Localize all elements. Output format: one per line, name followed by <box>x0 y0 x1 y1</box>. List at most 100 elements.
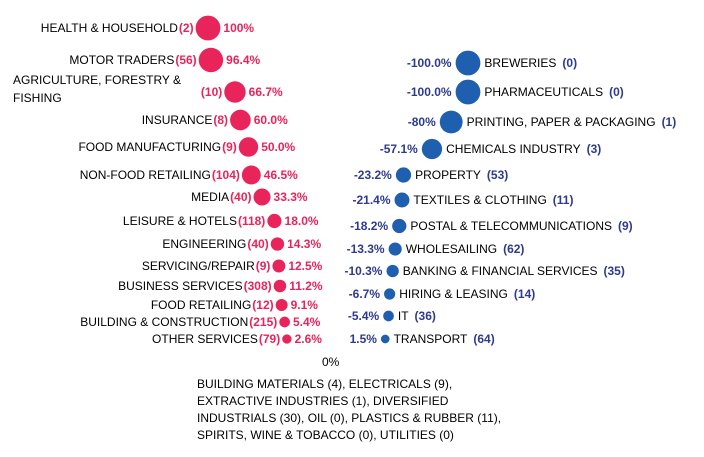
negative-category-label: PRINTING, PAPER & PACKAGING <box>467 115 656 129</box>
negative-bubble <box>384 288 396 300</box>
negative-value-label: -23.2% <box>354 168 392 182</box>
negative-count-label: (36) <box>415 309 436 323</box>
positive-value-label: 11.2% <box>289 279 323 293</box>
negative-value-label: -5.4% <box>348 309 380 323</box>
zero-group-line: SPIRITS, WINE & TOBACCO (0), UTILITIES (… <box>197 428 454 442</box>
positive-category-label: NON-FOOD RETAILING <box>80 168 211 182</box>
positive-bubble <box>282 334 292 344</box>
negative-category-label: BREWERIES <box>484 56 556 70</box>
negative-count-label: (64) <box>473 332 494 346</box>
negative-value-label: -10.3% <box>344 264 382 278</box>
negative-value-label: -6.7% <box>349 287 381 301</box>
positive-value-label: 50.0% <box>261 140 295 154</box>
negative-value-label: -18.2% <box>350 219 388 233</box>
positive-count-label: (2) <box>179 21 194 35</box>
positive-count-label: (308) <box>244 279 272 293</box>
negative-bubble <box>394 192 410 208</box>
positive-bubble <box>224 81 246 103</box>
positive-bubble <box>198 47 224 73</box>
negative-bubble <box>455 50 481 76</box>
positive-count-label: (9) <box>222 140 237 154</box>
positive-bubble <box>267 213 282 229</box>
negative-bubble <box>455 79 481 105</box>
negative-bubble <box>380 334 390 344</box>
negative-count-label: (0) <box>562 56 577 70</box>
positive-bubble <box>273 279 287 293</box>
zero-group-list: BUILDING MATERIALS (4), ELECTRICALS (9),… <box>197 376 537 444</box>
negative-category-label: PROPERTY <box>415 168 481 182</box>
negative-count-label: (1) <box>662 115 677 129</box>
positive-category-label: MEDIA <box>191 190 229 204</box>
positive-bubble <box>279 316 290 328</box>
negative-bubble <box>421 138 443 160</box>
zero-group-line: BUILDING MATERIALS (4), ELECTRICALS (9), <box>197 377 453 391</box>
positive-value-label: 5.4% <box>293 315 321 329</box>
positive-value-label: 96.4% <box>226 53 260 67</box>
negative-bubble <box>386 264 399 278</box>
positive-bubble <box>241 165 261 185</box>
negative-value-label: 1.5% <box>350 332 378 346</box>
negative-value-label: -100.0% <box>407 85 452 99</box>
negative-category-label: POSTAL & TELECOMMUNICATIONS <box>410 219 612 233</box>
positive-value-label: 33.3% <box>274 190 308 204</box>
positive-category-label: OTHER SERVICES <box>152 332 258 346</box>
zero-group-line: INDUSTRIALS (30), OIL (0), PLASTICS & RU… <box>197 411 502 425</box>
positive-count-label: (56) <box>175 53 196 67</box>
zero-group-line: EXTRACTIVE INDUSTRIES (1), DIVERSIFIED <box>197 394 449 408</box>
negative-category-label: PHARMACEUTICALS <box>484 85 603 99</box>
positive-category-label: INSURANCE <box>142 113 213 127</box>
positive-bubble <box>238 137 259 157</box>
positive-count-label: (40) <box>247 237 268 251</box>
zero-percent-label: 0% <box>322 355 340 369</box>
positive-count-label: (40) <box>230 190 251 204</box>
positive-value-label: 66.7% <box>249 85 283 99</box>
positive-count-label: (10) <box>201 85 222 99</box>
negative-category-label: TEXTILES & CLOTHING <box>413 193 546 207</box>
negative-category-label: CHEMICALS INDUSTRY <box>446 142 580 156</box>
positive-value-label: 100% <box>223 21 254 35</box>
positive-count-label: (9) <box>256 259 271 273</box>
negative-count-label: (0) <box>609 85 624 99</box>
positive-count-label: (215) <box>249 315 277 329</box>
negative-count-label: (35) <box>604 264 625 278</box>
positive-value-label: 2.6% <box>295 332 323 346</box>
negative-value-label: -13.3% <box>347 242 385 256</box>
positive-value-label: 12.5% <box>288 259 322 273</box>
positive-value-label: 46.5% <box>264 168 298 182</box>
negative-value-label: -80% <box>408 115 436 129</box>
negative-category-label: TRANSPORT <box>394 332 468 346</box>
negative-bubble <box>395 167 412 183</box>
positive-bubble <box>195 15 221 41</box>
positive-value-label: 9.1% <box>291 298 319 312</box>
positive-category-label: HEALTH & HOUSEHOLD <box>41 21 178 35</box>
negative-bubble <box>388 242 402 256</box>
negative-count-label: (14) <box>514 287 535 301</box>
positive-category-label: FOOD MANUFACTURING <box>78 140 221 154</box>
positive-count-label: (104) <box>212 168 240 182</box>
positive-bubble <box>270 237 285 251</box>
positive-category-label: BUSINESS SERVICES <box>118 279 243 293</box>
negative-bubble <box>392 218 407 234</box>
positive-category-label: BUILDING & CONSTRUCTION <box>80 315 248 329</box>
positive-value-label: 14.3% <box>287 237 321 251</box>
negative-category-label: WHOLESAILING <box>406 242 497 256</box>
positive-bubble <box>275 299 288 311</box>
negative-bubble <box>439 110 463 134</box>
negative-category-label: HIRING & LEASING <box>399 287 508 301</box>
negative-count-label: (62) <box>503 242 524 256</box>
positive-category-label: MOTOR TRADERS <box>69 53 174 67</box>
negative-value-label: -100.0% <box>407 56 452 70</box>
negative-category-label: BANKING & FINANCIAL SERVICES <box>403 264 598 278</box>
positive-count-label: (79) <box>259 332 280 346</box>
positive-category-label: FOOD RETAILING <box>151 298 251 312</box>
positive-category-label: LEISURE & HOTELS <box>123 214 237 228</box>
positive-value-label: 60.0% <box>254 113 288 127</box>
negative-count-label: (53) <box>487 168 508 182</box>
positive-category-label: SERVICING/REPAIR <box>142 259 255 273</box>
positive-category-label: FISHING <box>13 91 62 105</box>
negative-value-label: -57.1% <box>380 142 418 156</box>
positive-bubble <box>230 109 251 131</box>
positive-count-label: (12) <box>252 298 273 312</box>
negative-count-label: (11) <box>553 193 574 207</box>
